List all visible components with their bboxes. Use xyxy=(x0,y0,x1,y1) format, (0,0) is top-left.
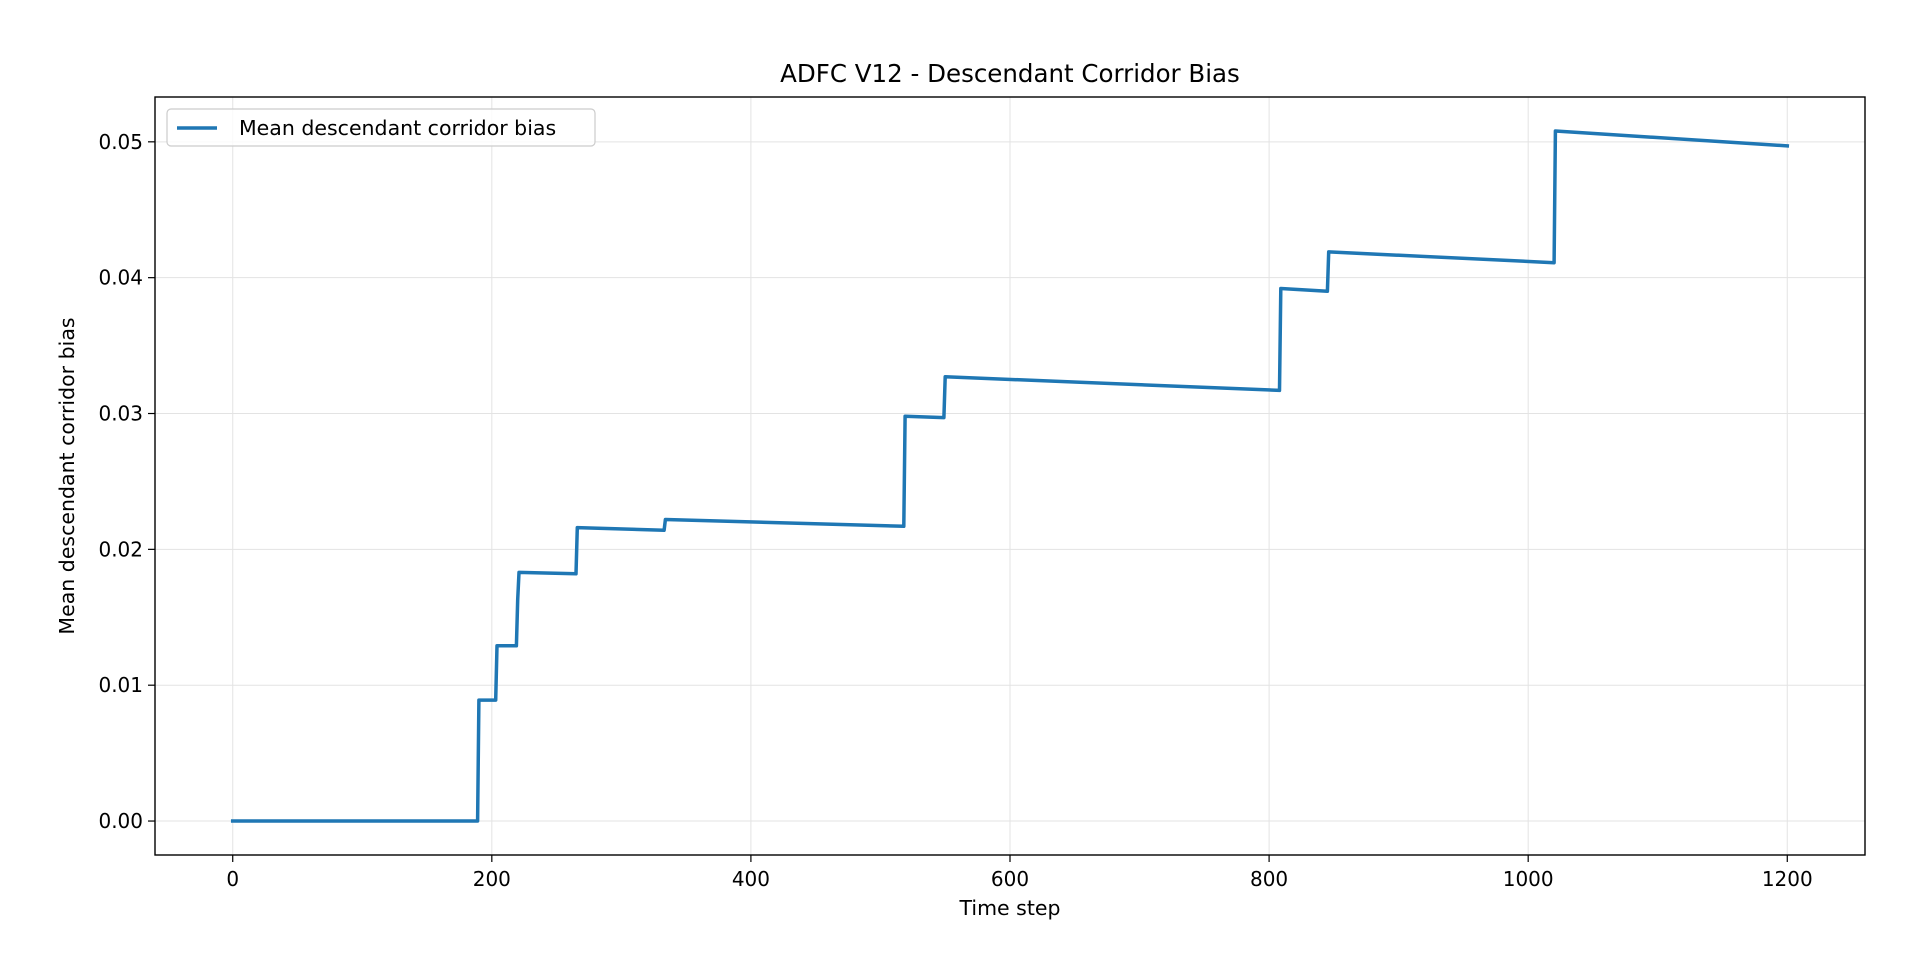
x-tick-label: 200 xyxy=(473,867,511,891)
tick-layer: 0 200 400 600 800 1000 1200 0.00 0.01 0.02 0.03 0.0… xyxy=(98,130,1812,891)
x-tick-label: 0 xyxy=(226,867,239,891)
y-axis-label: Mean descendant corridor bias xyxy=(55,317,79,634)
x-tick-label: 1000 xyxy=(1503,867,1554,891)
legend-entry-label: Mean descendant corridor bias xyxy=(239,116,556,140)
series-line xyxy=(230,129,1790,823)
y-tick-label: 0.02 xyxy=(98,537,143,561)
y-tick-label: 0.00 xyxy=(98,809,143,833)
y-tick-label: 0.03 xyxy=(98,402,143,426)
legend-box xyxy=(166,108,596,147)
x-axis-label: Time step xyxy=(958,896,1060,920)
series-layer xyxy=(230,129,1790,823)
y-tick-label: 0.01 xyxy=(98,673,143,697)
legend: Mean descendant corridor bias xyxy=(166,108,596,147)
x-tick-label: 800 xyxy=(1250,867,1288,891)
x-tick-label: 600 xyxy=(991,867,1029,891)
y-tick-label: 0.04 xyxy=(98,266,143,290)
x-tick-label: 400 xyxy=(732,867,770,891)
chart-title: ADFC V12 - Descendant Corridor Bias xyxy=(780,59,1240,88)
y-tick-label: 0.05 xyxy=(98,130,143,154)
x-tick-label: 1200 xyxy=(1762,867,1813,891)
